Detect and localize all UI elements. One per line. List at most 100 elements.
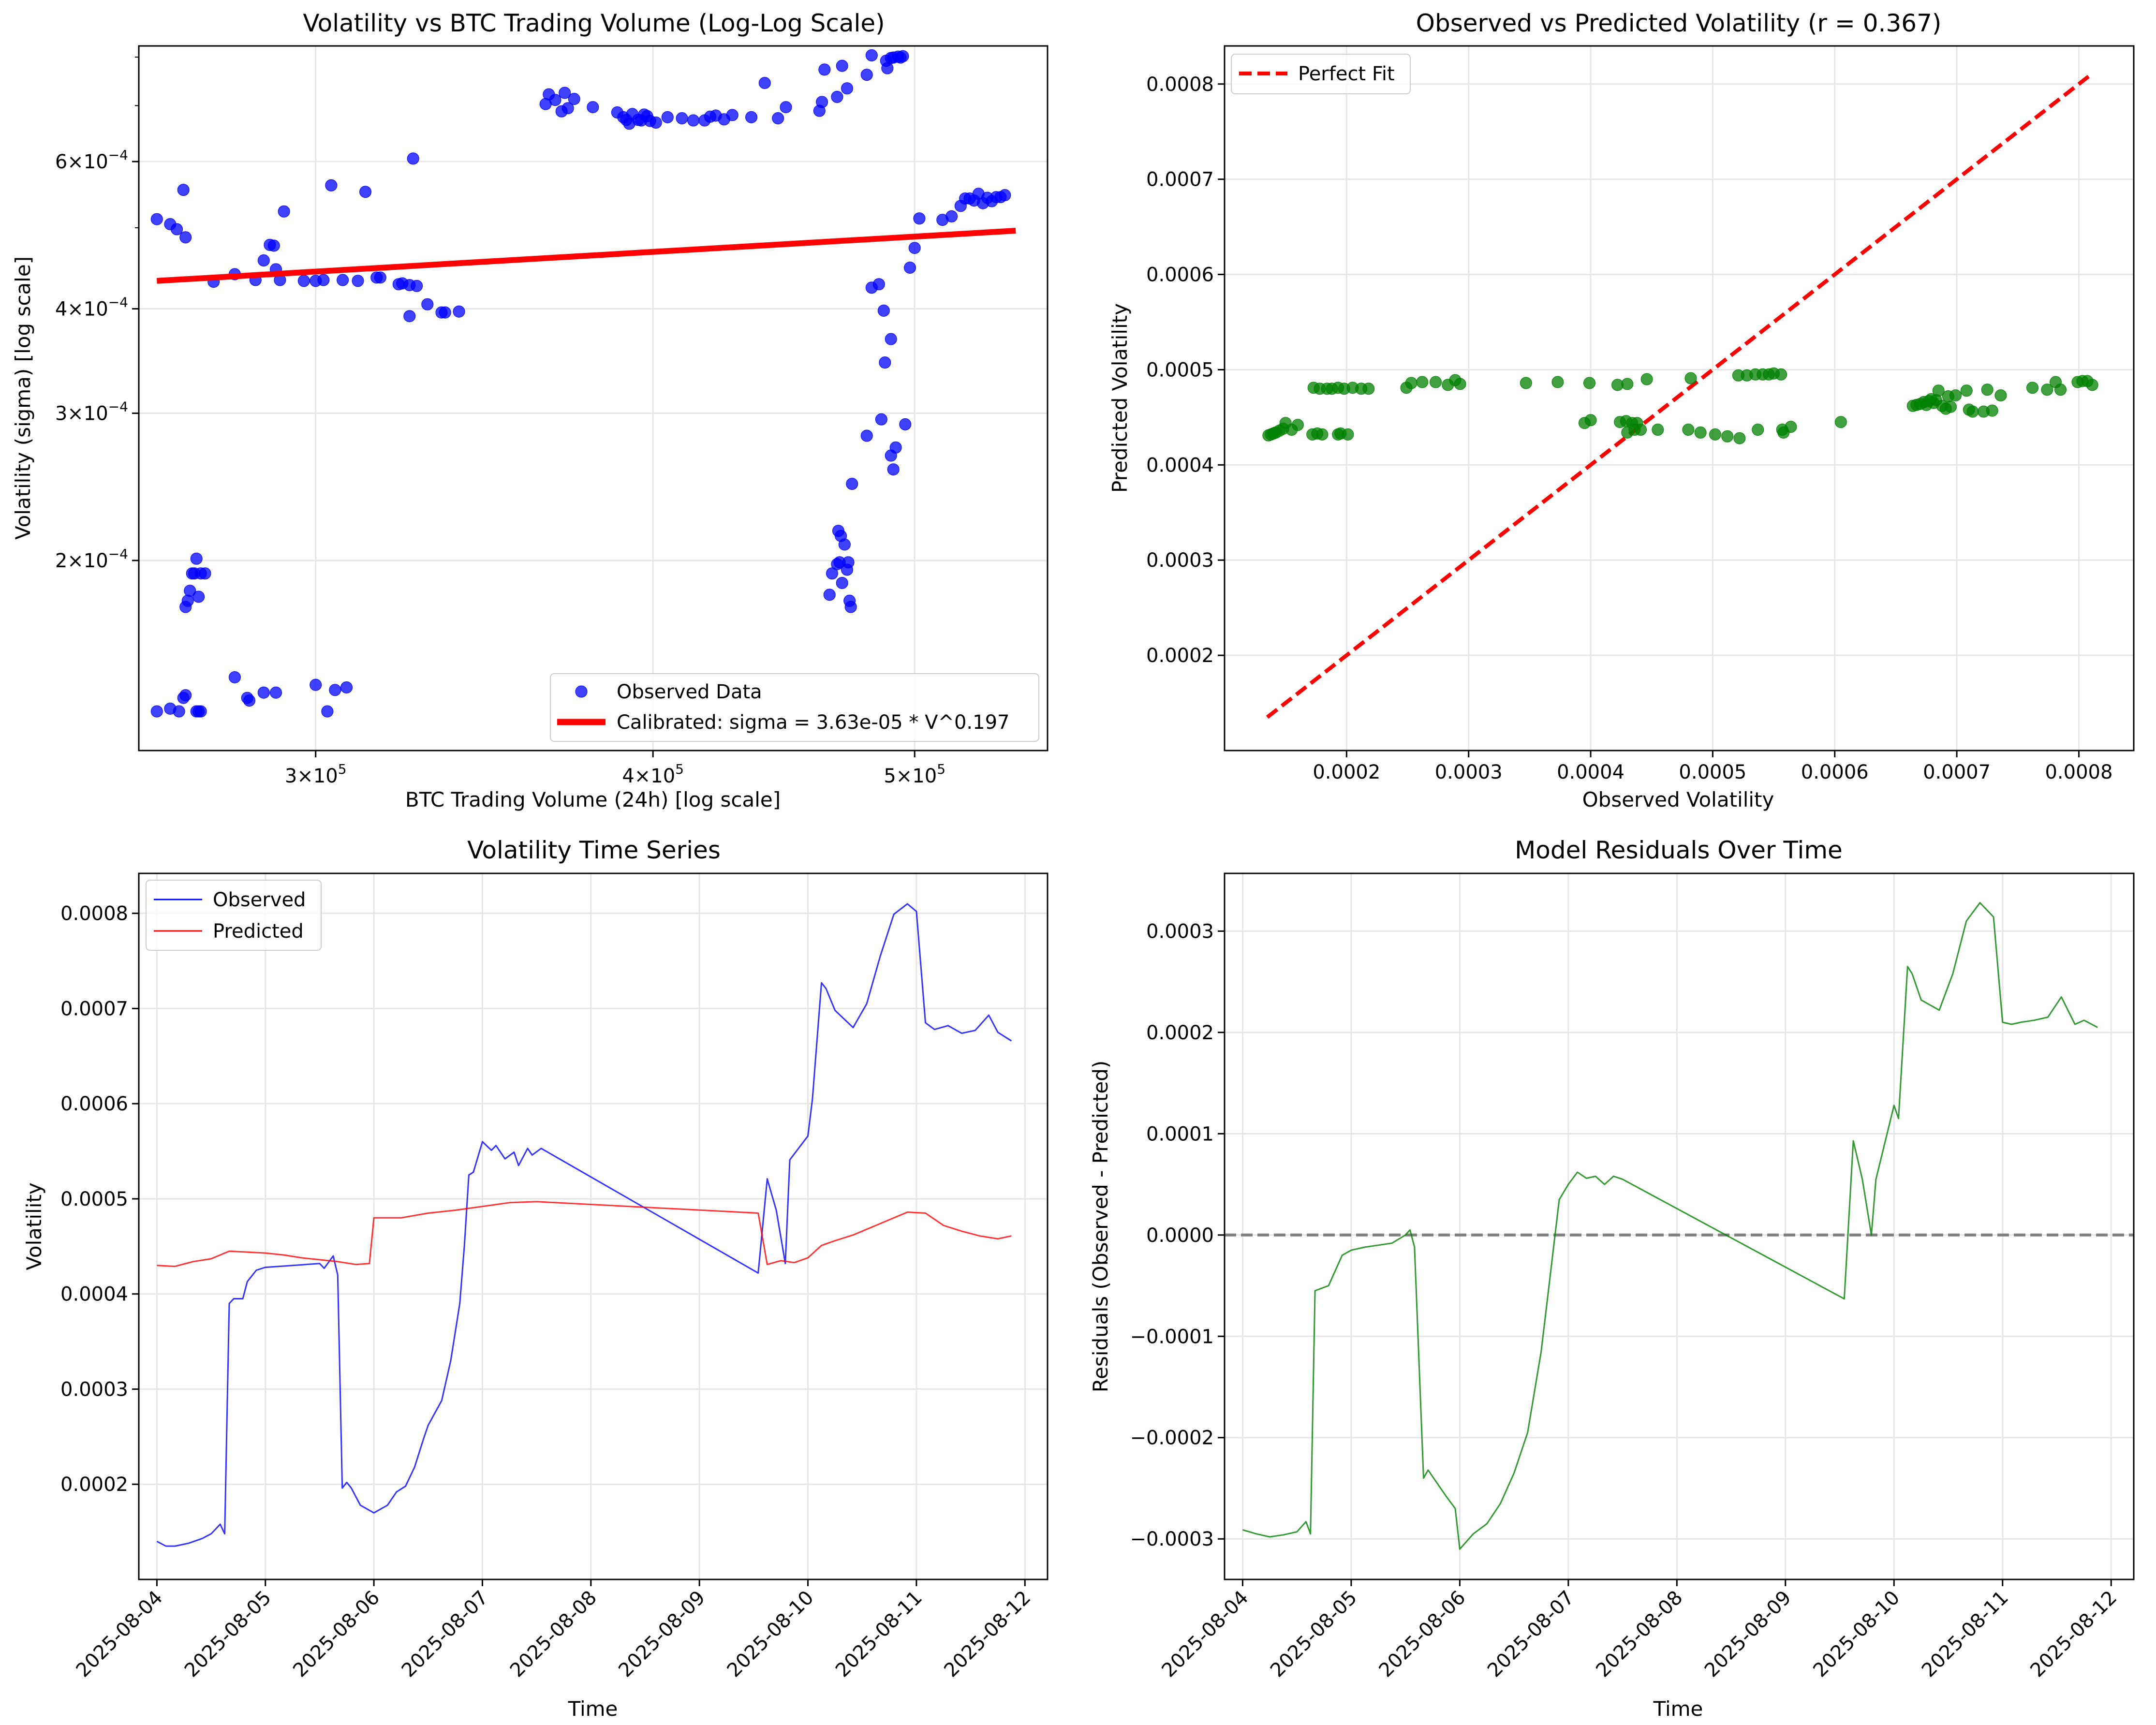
loglog-point [650,117,662,129]
obspred-point [2054,383,2067,396]
obspred-point [1721,430,1734,442]
loglog-point [184,585,196,597]
loglog-point [179,689,192,702]
loglog-point [846,478,858,490]
loglog-point [329,684,341,696]
obspred-xtick-label: 0.0005 [1679,761,1746,783]
obspred-legend: Perfect Fit [1231,54,1411,94]
loglog-ylabel: Volatility (sigma) [log scale] [11,256,35,540]
obspred-ticks: 0.0002 0.0003 0.0004 0.0005 0.0006 0.0007 0.00… [1146,74,2112,783]
obspred-point [1785,421,1797,433]
loglog-point [150,213,163,225]
timeseries-axes-frame [138,872,1048,1580]
loglog-legend-calibrated: Calibrated: sigma = 3.63e-05 * V^0.197 [617,711,1009,734]
loglog-point [439,306,451,319]
loglog-point [359,186,372,198]
obspred-point [1981,383,1994,396]
timeseries-marks [156,903,1012,1547]
loglog-point [836,576,848,589]
panel-observed-vs-predicted: Observed vs Predicted Volatility (r = 0.… [1108,9,2135,811]
loglog-point [190,552,203,565]
loglog-point [836,59,848,72]
obspred-point [2086,379,2098,391]
obspred-point [1635,423,1647,436]
obspred-point [1405,377,1418,389]
loglog-point [317,274,330,286]
loglog-point [823,589,836,601]
loglog-point [865,49,878,61]
obspred-point [1966,405,1979,418]
residuals-ytick-label: −0.0002 [1130,1427,1214,1449]
loglog-calibrated-line [156,228,1016,284]
obspred-point [1733,432,1746,444]
loglog-point [411,280,423,292]
loglog-point [838,538,851,551]
loglog-point [321,705,334,718]
loglog-point [826,567,838,580]
loglog-point [816,96,828,108]
obspred-point [1362,383,1375,395]
timeseries-ytick-label: 0.0007 [60,998,128,1020]
residuals-ytick-label: −0.0001 [1130,1326,1214,1348]
loglog-point [179,231,192,244]
timeseries-xlabel: Time [568,1697,618,1721]
obspred-ytick-label: 0.0008 [1146,74,1214,96]
loglog-point [908,242,921,254]
obspred-point [1932,384,1945,397]
loglog-point [844,601,857,613]
loglog-point [325,179,338,192]
loglog-point [310,678,322,691]
loglog-ytick-label: 6×10−4 [55,147,128,173]
residuals-marks [1225,902,2134,1550]
loglog-marks [150,49,1016,718]
obspred-point [1709,428,1721,441]
timeseries-legend: Observed Predicted [146,880,322,951]
loglog-point [181,594,194,607]
obspred-xtick-label: 0.0008 [2045,761,2112,783]
loglog-point [257,254,270,267]
loglog-point [352,275,364,287]
residuals-ytick-label: 0.0000 [1146,1224,1214,1247]
loglog-point [407,152,419,165]
obspred-point [1944,400,1957,413]
obspred-point [2041,383,2053,396]
loglog-xtick-label: 3×105 [285,761,347,787]
obspred-legend-box [1231,54,1411,94]
loglog-point [568,93,580,105]
loglog-point [860,429,873,442]
loglog-point [194,705,207,718]
loglog-point [661,111,674,123]
obspred-legend-perfect-fit: Perfect Fit [1298,63,1395,85]
loglog-point [257,686,270,699]
loglog-axes-frame [138,45,1048,752]
obspred-ytick-label: 0.0005 [1146,359,1214,381]
loglog-point [879,356,891,369]
loglog-xtick-label: 4×105 [622,761,684,787]
loglog-point [171,223,183,236]
loglog-legend-box [550,673,1039,742]
residuals-ytick-label: 0.0001 [1146,1123,1214,1145]
loglog-point [199,567,211,580]
obspred-point [1551,376,1564,388]
loglog-point [860,69,873,81]
loglog-point [772,112,784,125]
obspred-ytick-label: 0.0002 [1146,645,1214,667]
obspred-point [1291,419,1304,431]
loglog-point [561,102,574,115]
loglog-legend-observed: Observed Data [617,681,762,703]
loglog-legend: Observed Data Calibrated: sigma = 3.63e-… [550,673,1039,742]
loglog-point [421,298,434,310]
obspred-ytick-label: 0.0003 [1146,549,1214,572]
loglog-ticks: 3×105 4×105 5×105 2×10−4 3×10−4 4×10−4 6×10−4 [55,57,945,787]
obspred-marks [1262,72,2098,719]
timeseries-line-predicted [157,1201,1012,1268]
loglog-point [337,274,349,286]
loglog-point [192,590,205,603]
loglog-xtick-label: 5×105 [884,761,945,787]
obspred-point [1834,416,1847,428]
loglog-point [453,305,465,318]
loglog-point [881,62,894,74]
loglog-point [269,686,282,699]
obspred-xtick-label: 0.0006 [1801,761,1869,783]
